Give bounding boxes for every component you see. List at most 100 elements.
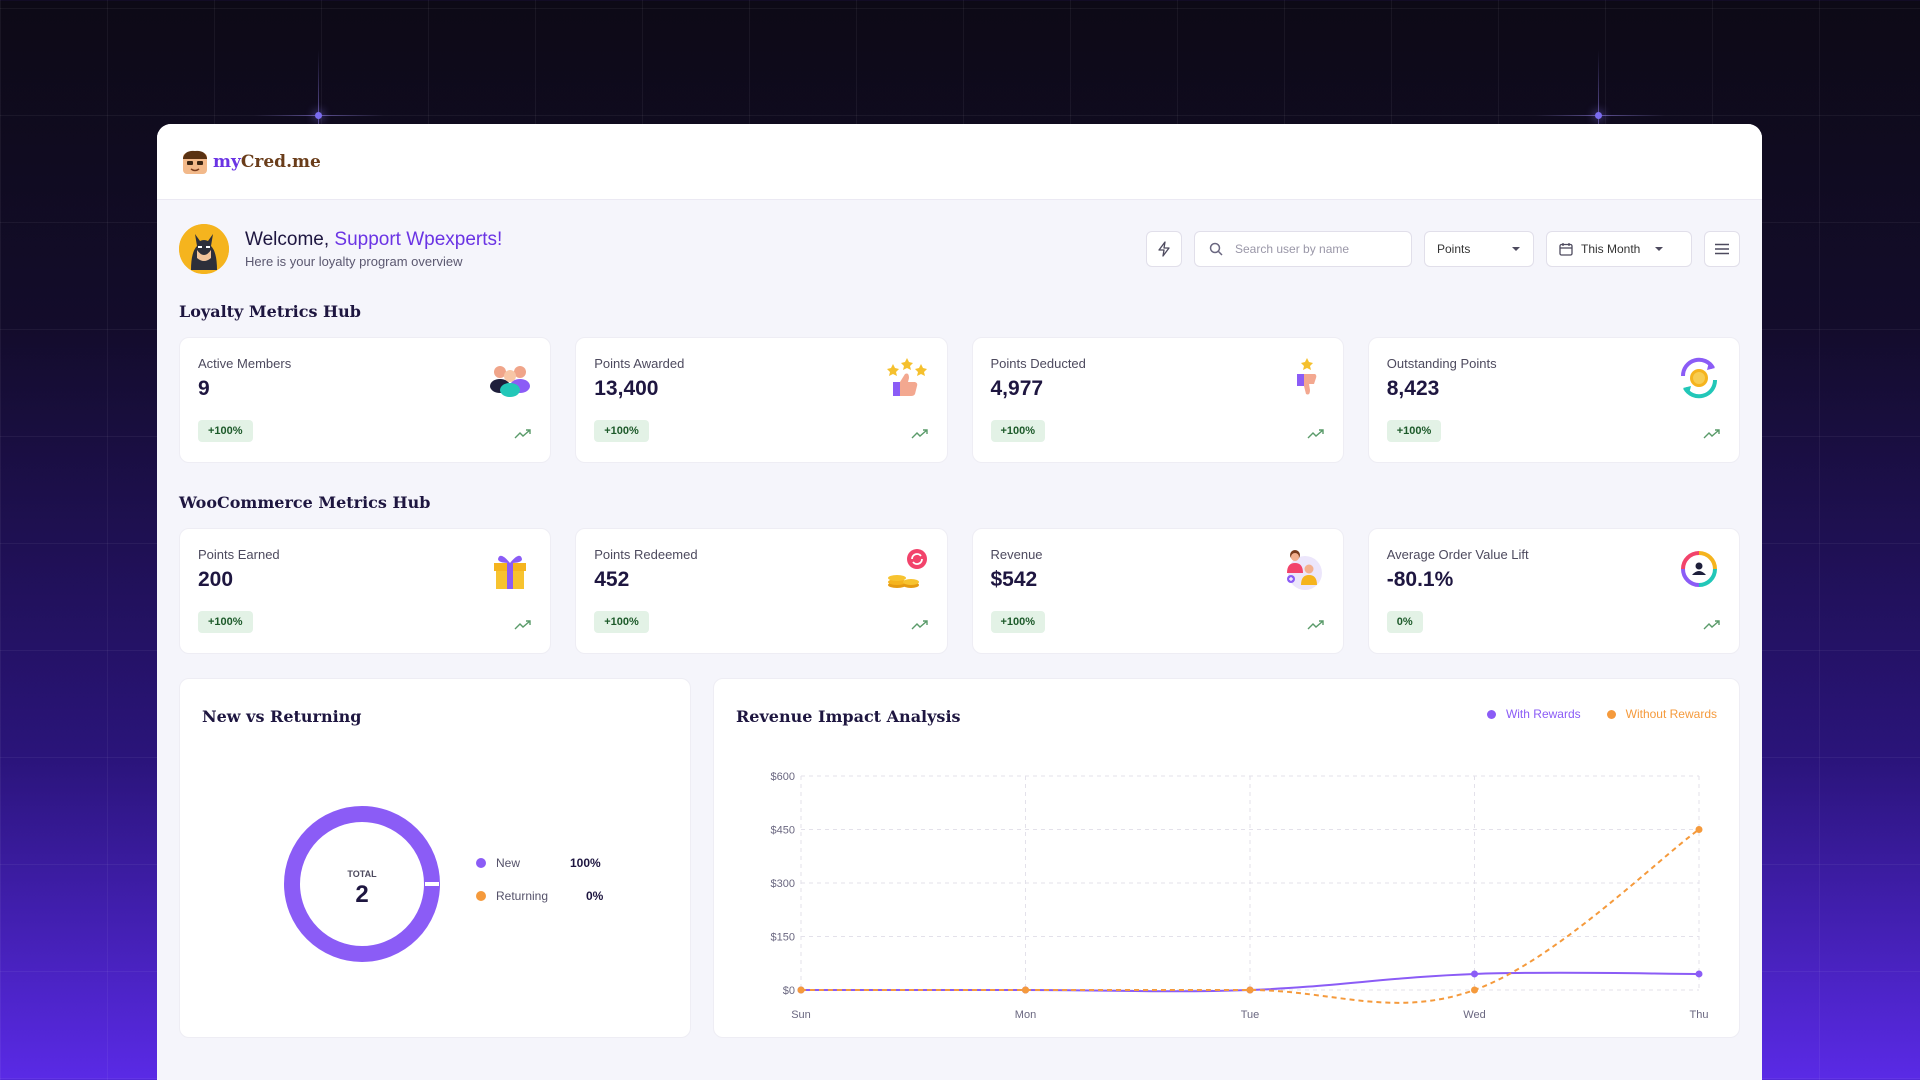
- legend-item-new[interactable]: New 100%: [476, 856, 616, 870]
- metric-value: 8,423: [1386, 377, 1440, 400]
- thumbs-down-star-icon: [1296, 358, 1317, 395]
- background-sparkle-dot: [1595, 112, 1602, 119]
- legend-dot: [1606, 709, 1616, 719]
- page-header: Welcome, Support Wpexperts! Here is your…: [157, 200, 1762, 280]
- revenue-impact-panel: Revenue Impact Analysis With Rewards Wit…: [713, 678, 1740, 1038]
- metric-label: Average Order Value Lift: [1386, 547, 1529, 562]
- metric-value: -80.1%: [1386, 568, 1454, 591]
- loyalty-cards: Active Members 9 +100% Points Awarded 13…: [157, 337, 1762, 463]
- metric-value: 4,977: [990, 377, 1044, 400]
- donut-total-value: 2: [355, 881, 368, 908]
- data-point[interactable]: [1471, 986, 1478, 994]
- points-type-select[interactable]: Points: [1424, 231, 1534, 267]
- panel-title: Revenue Impact Analysis: [736, 707, 961, 726]
- lightning-icon: [1158, 241, 1170, 257]
- welcome-block: Welcome, Support Wpexperts! Here is your…: [245, 229, 502, 269]
- users-group-icon: [490, 366, 531, 397]
- metric-card-outstanding-points[interactable]: Outstanding Points 8,423 +100%: [1367, 337, 1740, 463]
- donut-chart[interactable]: TOTAL 2: [277, 799, 447, 969]
- top-bar: myCred.me: [157, 124, 1762, 200]
- metric-value: 9: [198, 377, 210, 400]
- panel-title: New vs Returning: [202, 707, 362, 726]
- coin-cycle-icon: [1680, 357, 1718, 399]
- x-tick-label: Thu: [1690, 1009, 1709, 1021]
- change-badge: +100%: [594, 420, 649, 442]
- metric-card-revenue[interactable]: Revenue $542 +100%: [971, 528, 1344, 654]
- change-badge: +100%: [1386, 420, 1442, 442]
- legend-item-returning[interactable]: Returning 0%: [476, 889, 616, 903]
- logo-text: myCred.me: [213, 151, 321, 172]
- legend-value: 100%: [570, 856, 601, 870]
- background-sparkle-dot: [315, 112, 322, 119]
- new-vs-returning-panel: New vs Returning TOTAL 2 New 100% Return…: [179, 678, 691, 1038]
- menu-button[interactable]: [1704, 231, 1740, 267]
- legend-label: Returning: [496, 889, 549, 903]
- header-tools: Points This Month: [1146, 231, 1740, 267]
- change-badge: +100%: [594, 611, 649, 633]
- legend-dot: [476, 891, 486, 901]
- metric-card-active-members[interactable]: Active Members 9 +100%: [179, 337, 552, 463]
- trend-up-icon: [514, 429, 531, 439]
- trend-up-icon: [514, 620, 531, 630]
- data-point[interactable]: [1695, 826, 1703, 833]
- brand-logo[interactable]: myCred.me: [181, 149, 321, 175]
- y-tick-label: $150: [771, 932, 795, 944]
- gift-box-icon: [494, 555, 527, 589]
- metric-label: Revenue: [990, 547, 1043, 562]
- period-select[interactable]: This Month: [1546, 231, 1692, 267]
- search-icon: [1209, 242, 1223, 256]
- trend-up-icon: [1703, 429, 1720, 439]
- chart-legend: With Rewards Without Rewards: [1486, 707, 1717, 721]
- data-point[interactable]: [797, 986, 805, 994]
- metric-card-points-awarded[interactable]: Points Awarded 13,400 +100%: [575, 337, 948, 463]
- hamburger-icon: [1715, 243, 1729, 255]
- metric-label: Points Awarded: [594, 356, 685, 371]
- thumbs-up-stars-icon: [886, 358, 927, 396]
- x-tick-label: Sun: [791, 1009, 811, 1021]
- legend-dot: [1486, 709, 1496, 719]
- logo-face-icon: [183, 150, 207, 174]
- search-box[interactable]: [1194, 231, 1412, 267]
- target-cycle-icon: [1681, 551, 1717, 587]
- change-badge: +100%: [990, 420, 1046, 442]
- woo-cards: Points Earned 200 +100% Points Redeemed …: [157, 528, 1762, 654]
- data-point[interactable]: [1022, 986, 1029, 994]
- y-tick-label: $450: [771, 825, 795, 837]
- series-line-without-rewards[interactable]: [801, 828, 1700, 1004]
- data-point[interactable]: [1471, 970, 1478, 978]
- points-select-value: Points: [1437, 242, 1471, 256]
- legend-label: New: [496, 856, 521, 870]
- metric-label: Outstanding Points: [1386, 356, 1497, 371]
- metric-value: 200: [198, 568, 234, 591]
- metric-card-points-redeemed[interactable]: Points Redeemed 452 +100%: [575, 528, 948, 654]
- legend-item-with-rewards[interactable]: With Rewards: [1486, 707, 1581, 721]
- data-point[interactable]: [1246, 986, 1254, 994]
- legend-value: 0%: [586, 889, 604, 903]
- charts-row: New vs Returning TOTAL 2 New 100% Return…: [157, 678, 1762, 1038]
- metric-card-points-earned[interactable]: Points Earned 200 +100%: [179, 528, 552, 654]
- legend-item-without-rewards[interactable]: Without Rewards: [1606, 707, 1717, 721]
- y-tick-label: $0: [783, 985, 795, 997]
- quick-action-button[interactable]: [1146, 231, 1182, 267]
- metric-card-points-deducted[interactable]: Points Deducted 4,977 +100%: [971, 337, 1344, 463]
- revenue-line-chart[interactable]: $0 $150 $300 $450 $600 Sun Mon Tue Wed Thu: [714, 739, 1734, 1039]
- metric-value: $542: [990, 568, 1038, 591]
- x-tick-label: Tue: [1241, 1009, 1260, 1021]
- welcome-heading: Welcome, Support Wpexperts!: [245, 229, 503, 250]
- donut-total-label: TOTAL: [347, 869, 377, 879]
- metric-label: Points Redeemed: [594, 547, 698, 562]
- metric-label: Points Earned: [198, 547, 280, 562]
- metric-card-aov-lift[interactable]: Average Order Value Lift -80.1% 0%: [1367, 528, 1740, 654]
- change-badge: 0%: [1386, 611, 1423, 633]
- search-input[interactable]: [1235, 242, 1395, 256]
- avatar[interactable]: [179, 224, 229, 274]
- woo-section: WooCommerce Metrics Hub Points Earned 20…: [157, 493, 1762, 654]
- user-name: Support Wpexperts!: [334, 229, 503, 250]
- period-select-value: This Month: [1581, 242, 1641, 256]
- metric-label: Points Deducted: [990, 356, 1086, 371]
- batman-avatar-icon: [179, 224, 229, 274]
- legend-dot: [476, 858, 486, 868]
- data-point[interactable]: [1695, 970, 1703, 978]
- metric-value: 452: [594, 568, 630, 591]
- app-window: myCred.me Welcome, Support Wpexperts! He…: [157, 124, 1762, 1080]
